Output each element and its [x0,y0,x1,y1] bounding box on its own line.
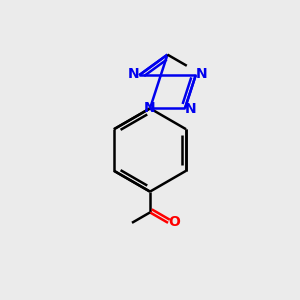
Text: N: N [195,67,207,81]
Text: N: N [184,102,196,116]
Text: N: N [144,101,156,116]
Text: O: O [169,215,181,229]
Text: N: N [128,67,140,81]
